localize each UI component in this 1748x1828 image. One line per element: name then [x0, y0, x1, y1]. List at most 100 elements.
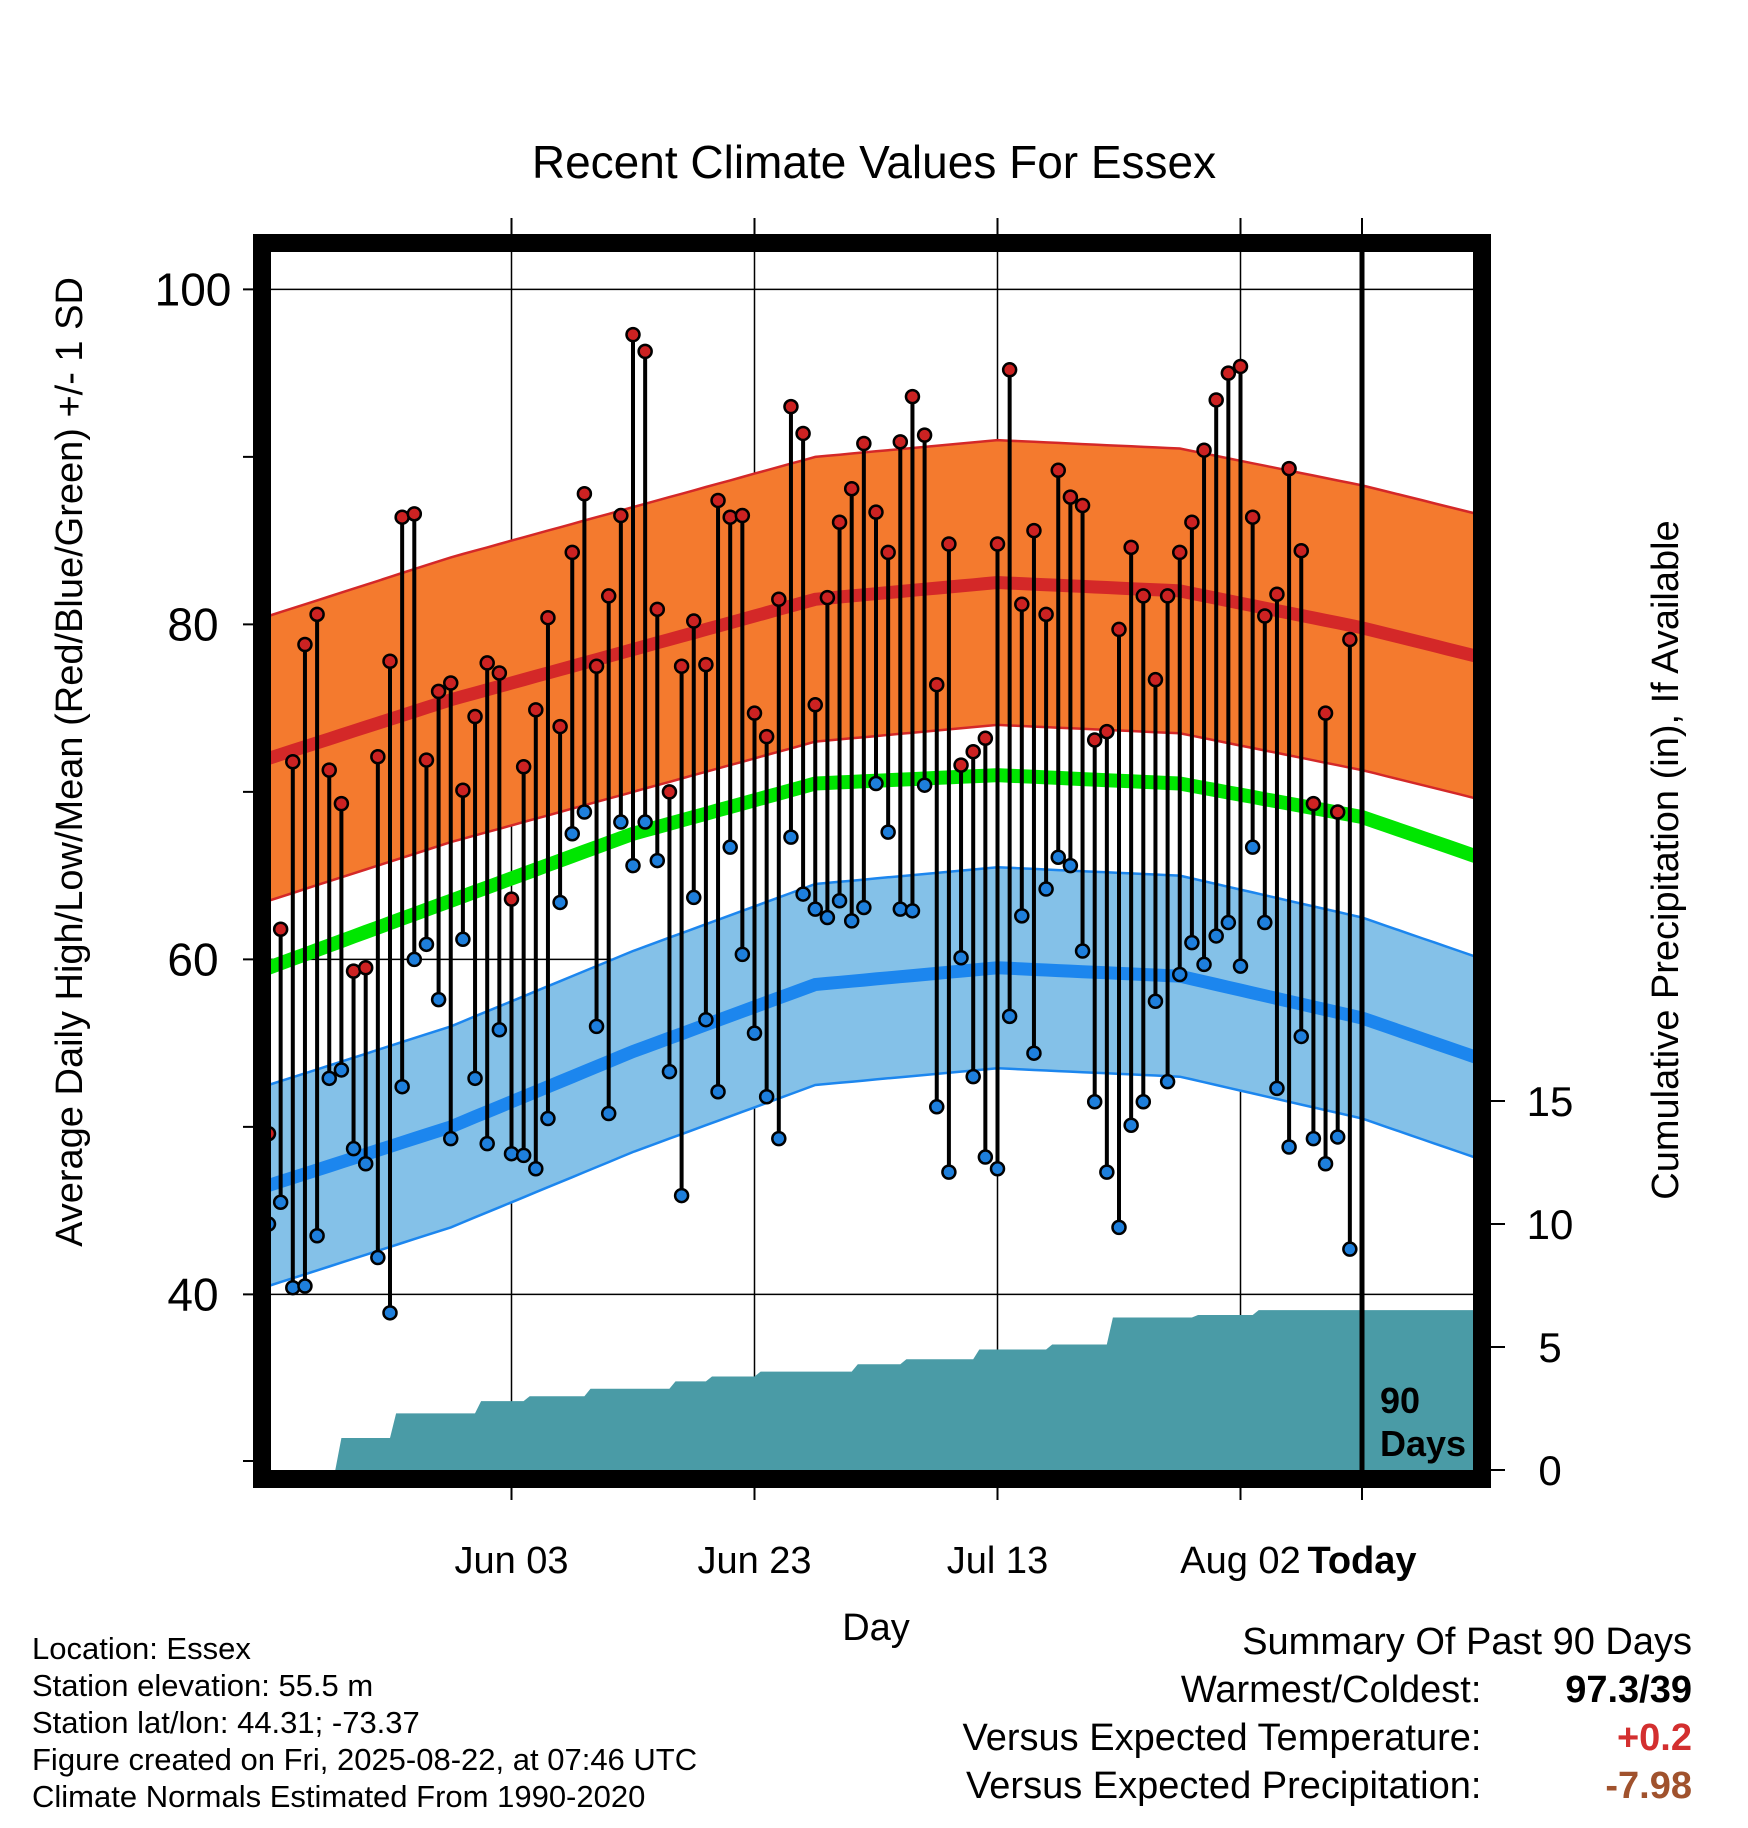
daily-high-point [734, 507, 751, 524]
daily-high-point [1305, 795, 1322, 812]
daily-low-point [1050, 849, 1066, 865]
daily-low-point [564, 826, 580, 842]
y2-tick-label: 10 [1527, 1201, 1574, 1248]
daily-high-point [1074, 497, 1091, 514]
plot-border [253, 234, 1491, 1488]
daily-points [260, 326, 1358, 1321]
daily-low-point [673, 1187, 690, 1204]
daily-low-point [1329, 1129, 1346, 1145]
daily-low-point [394, 1078, 410, 1095]
daily-low-point [1147, 993, 1164, 1010]
x-tick-label: Jun 23 [697, 1540, 811, 1582]
normals-text: Climate Normals Estimated From 1990-2020 [32, 1779, 646, 1814]
low-band-upper-edge [268, 866, 1484, 1087]
daily-high-point [321, 762, 337, 778]
x-tick-label: Jun 03 [454, 1540, 568, 1582]
daily-low-point [1038, 881, 1054, 897]
daily-high-point [1220, 365, 1237, 381]
daily-high-point [807, 697, 823, 713]
daily-high-point [1086, 732, 1103, 748]
days-annotation-line-2: Days [1380, 1423, 1466, 1464]
daily-range-stems [266, 334, 1352, 1313]
daily-high-point [1135, 588, 1152, 604]
daily-high-point [285, 754, 301, 770]
daily-low-point [613, 814, 629, 830]
daily-high-point [455, 782, 471, 798]
temp-label: Versus Expected Temperature: [962, 1717, 1482, 1759]
daily-high-point [1184, 514, 1200, 530]
daily-high-point [1342, 631, 1358, 648]
daily-high-point [795, 425, 811, 442]
daily-high-point [1269, 586, 1285, 602]
daily-high-point [1232, 358, 1249, 375]
y2-axis-label: Cumulative Precipitation (in), If Availa… [1645, 520, 1687, 1199]
daily-low-point [856, 899, 872, 916]
daily-low-point [418, 936, 435, 953]
daily-low-point [600, 1105, 617, 1122]
daily-low-point [649, 852, 666, 869]
daily-low-point [443, 1130, 459, 1147]
daily-high-point [297, 636, 313, 653]
daily-high-point [649, 601, 666, 618]
daily-low-point [1001, 1008, 1018, 1025]
daily-high-point [479, 655, 495, 671]
daily-low-point [710, 1083, 726, 1100]
daily-low-point [661, 1063, 678, 1080]
daily-high-point [443, 675, 459, 691]
daily-low-point [285, 1279, 301, 1296]
daily-high-point [528, 702, 544, 718]
daily-low-point [588, 1018, 605, 1035]
daily-low-point [868, 775, 884, 792]
days-annotation-line-1: 90 [1380, 1380, 1420, 1421]
daily-high-point [880, 544, 896, 561]
y-tick-label: 80 [167, 598, 218, 650]
precip-value: -7.98 [1605, 1765, 1692, 1807]
daily-high-point [758, 728, 775, 745]
daily-high-point [1014, 596, 1030, 613]
daily-low-point [1269, 1080, 1285, 1097]
x-axis-label: Day [842, 1607, 910, 1649]
daily-low-point [1062, 857, 1079, 874]
daily-high-point [515, 759, 532, 775]
daily-low-point [698, 1011, 714, 1028]
daily-low-point [795, 886, 811, 902]
daily-low-point [1281, 1139, 1297, 1155]
daily-high-point [613, 507, 629, 524]
daily-low-point [1208, 928, 1224, 944]
y-tick-label: 40 [167, 1268, 218, 1320]
summary-heading: Summary Of Past 90 Days [1242, 1621, 1692, 1663]
daily-high-point [1329, 804, 1346, 820]
daily-low-point [1196, 956, 1212, 973]
precip-label: Versus Expected Precipitation: [966, 1765, 1482, 1807]
daily-high-point [625, 326, 641, 343]
daily-high-point [1001, 362, 1018, 378]
daily-high-point [673, 658, 690, 675]
daily-high-point [892, 434, 909, 450]
daily-low-point [1232, 958, 1249, 974]
daily-low-point [1257, 914, 1273, 931]
daily-high-point [1159, 588, 1176, 604]
daily-low-point [1293, 1028, 1309, 1045]
daily-high-point [406, 506, 423, 522]
precip-area [268, 1310, 1484, 1470]
y-tick-label: 100 [155, 263, 232, 315]
daily-high-point [1123, 539, 1139, 556]
coldest-value: 39 [1649, 1669, 1692, 1711]
daily-high-point [977, 730, 994, 747]
daily-low-point [916, 777, 933, 793]
x-tick-label: Today [1307, 1540, 1416, 1582]
daily-low-point [1074, 943, 1091, 959]
daily-high-point [953, 757, 969, 773]
daily-low-point [1026, 1045, 1042, 1061]
daily-low-point [1172, 966, 1188, 983]
daily-low-point [515, 1147, 532, 1164]
daily-low-point [467, 1070, 483, 1087]
daily-high-point [1293, 542, 1309, 559]
daily-high-point [710, 492, 726, 509]
daily-high-point [357, 960, 374, 976]
daily-high-point [989, 536, 1006, 552]
daily-low-point [321, 1070, 337, 1087]
daily-low-point [333, 1062, 350, 1078]
daily-low-point [1123, 1117, 1139, 1133]
daily-high-point [564, 544, 580, 561]
